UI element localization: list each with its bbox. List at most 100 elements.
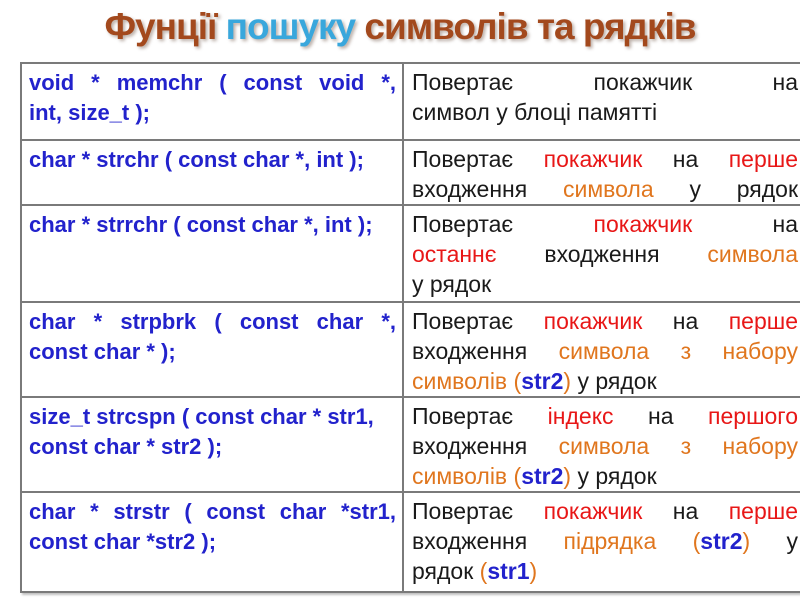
description-token: підрядка [563,528,657,554]
code-line: const char * str2 ); [29,434,223,459]
description-line: Повертає покажчик на перше [412,306,798,336]
code-line: size_t strcspn ( const char * str1, [29,404,374,429]
description-token: на [648,403,674,429]
description-token: входження [412,176,528,202]
description-token: на [772,211,799,237]
description-token: покажчик [593,69,693,95]
table-row: size_t strcspn ( const char * str1, const… [20,396,800,493]
description-line: входження символа у рядок [412,174,798,204]
description-token: str1 [487,558,530,584]
description-token: першого [708,403,798,429]
code-line: const char * ); [29,339,176,364]
description-line: Повертає покажчик на перше [412,144,798,174]
description-token: Повертає [412,211,514,237]
title-part: пошуку [225,6,356,47]
description-line: входження символа з набору [412,336,798,366]
description-token: Повертає [412,403,514,429]
function-signature-cell: char * strchr ( const char *, int ); [20,139,404,206]
function-signature-cell: void * memchr ( const void *, int, size_t… [20,62,404,141]
code-line: char * strpbrk ( const char *, [29,309,396,334]
description-token: символів [412,463,508,489]
description-token: покажчик [543,146,643,172]
description-token: ( [513,463,522,489]
code-line: const char *str2 ); [29,529,217,554]
function-description-cell: Повертає покажчик на останнє входження си… [402,204,800,303]
function-signature-cell: char * strstr ( const char *str1, const c… [20,491,404,593]
description-line: Повертає індекс на першого [412,401,798,431]
function-description-cell: Повертає індекс на першого входження симв… [402,396,800,493]
description-token: символа з набору [558,433,799,459]
description-token: ( [692,528,701,554]
description-token: перше [728,498,798,524]
function-description-cell: Повертає покажчик на перше входження симв… [402,301,800,398]
function-description-cell: Повертає покажчик на перше входження підр… [402,491,800,593]
title-part: Фунції [104,6,217,47]
description-line: символів (str2) у рядок [412,366,798,396]
description-line: входження символа з набору [412,431,798,461]
function-signature-cell: char * strpbrk ( const char *, const char… [20,301,404,398]
description-line: Повертає покажчик на [412,67,798,97]
description-token: рядок [412,558,474,584]
functions-table-body: void * memchr ( const void *, int, size_t… [20,62,800,593]
description-token: ) [529,558,538,584]
description-token: на [672,308,699,334]
description-token: у рядок [577,463,657,489]
description-line: останнє входження символа [412,239,798,269]
description-token: Повертає [412,498,514,524]
description-token: входження [412,433,528,459]
description-token: символа [563,176,654,202]
description-token: входження [544,241,660,267]
description-token: ) [742,528,751,554]
description-line: символ у блоці памятті [412,97,798,127]
description-token: у рядок [412,271,492,297]
description-token: входження [412,338,528,364]
description-token: символ у блоці памятті [412,99,658,125]
description-token: str2 [521,463,564,489]
description-line: символів (str2) у рядок [412,461,798,491]
description-token: на [672,498,699,524]
code-line: char * strstr ( const char *str1, [29,499,396,524]
description-token: покажчик [543,308,643,334]
description-token: ( [479,558,488,584]
table-row: char * strchr ( const char *, int ); Пове… [20,139,800,206]
description-token: символів [412,368,508,394]
function-description-cell: Повертає покажчик на символ у блоці памят… [402,62,800,141]
function-description-cell: Повертає покажчик на перше входження симв… [402,139,800,206]
description-token: ) [563,368,572,394]
description-line: входження підрядка (str2) у [412,526,798,556]
description-token: Повертає [412,146,514,172]
table-row: void * memchr ( const void *, int, size_t… [20,62,800,141]
description-token: Повертає [412,69,514,95]
description-line: Повертає покажчик на перше [412,496,798,526]
description-token: str2 [700,528,743,554]
description-token: перше [728,308,798,334]
description-token: покажчик [543,498,643,524]
description-token: індекс [547,403,614,429]
description-token: str2 [521,368,564,394]
description-line: Повертає покажчик на [412,209,798,239]
description-token: покажчик [593,211,693,237]
description-token: ( [513,368,522,394]
description-token: на [672,146,699,172]
function-signature-cell: char * strrchr ( const char *, int ); [20,204,404,303]
description-token: останнє [412,241,497,267]
table-row: char * strrchr ( const char *, int ); Пов… [20,204,800,303]
functions-table: void * memchr ( const void *, int, size_t… [20,62,800,593]
table-row: char * strstr ( const char *str1, const c… [20,491,800,593]
description-line: рядок (str1) [412,556,798,586]
description-token: у рядок [577,368,657,394]
slide-title: Фунції пошуку символів та рядків [0,2,800,52]
function-signature-cell: size_t strcspn ( const char * str1, const… [20,396,404,493]
description-token: перше [728,146,798,172]
table-row: char * strpbrk ( const char *, const char… [20,301,800,398]
title-part: символів та рядків [364,6,696,47]
description-token: символа [707,241,799,267]
description-token: у [786,528,799,554]
description-token: входження [412,528,528,554]
description-token: на [772,69,799,95]
description-line: у рядок [412,269,798,299]
code-line: char * strrchr ( const char *, int ); [29,212,373,237]
description-token: у рядок [689,176,799,202]
description-token: ) [563,463,572,489]
